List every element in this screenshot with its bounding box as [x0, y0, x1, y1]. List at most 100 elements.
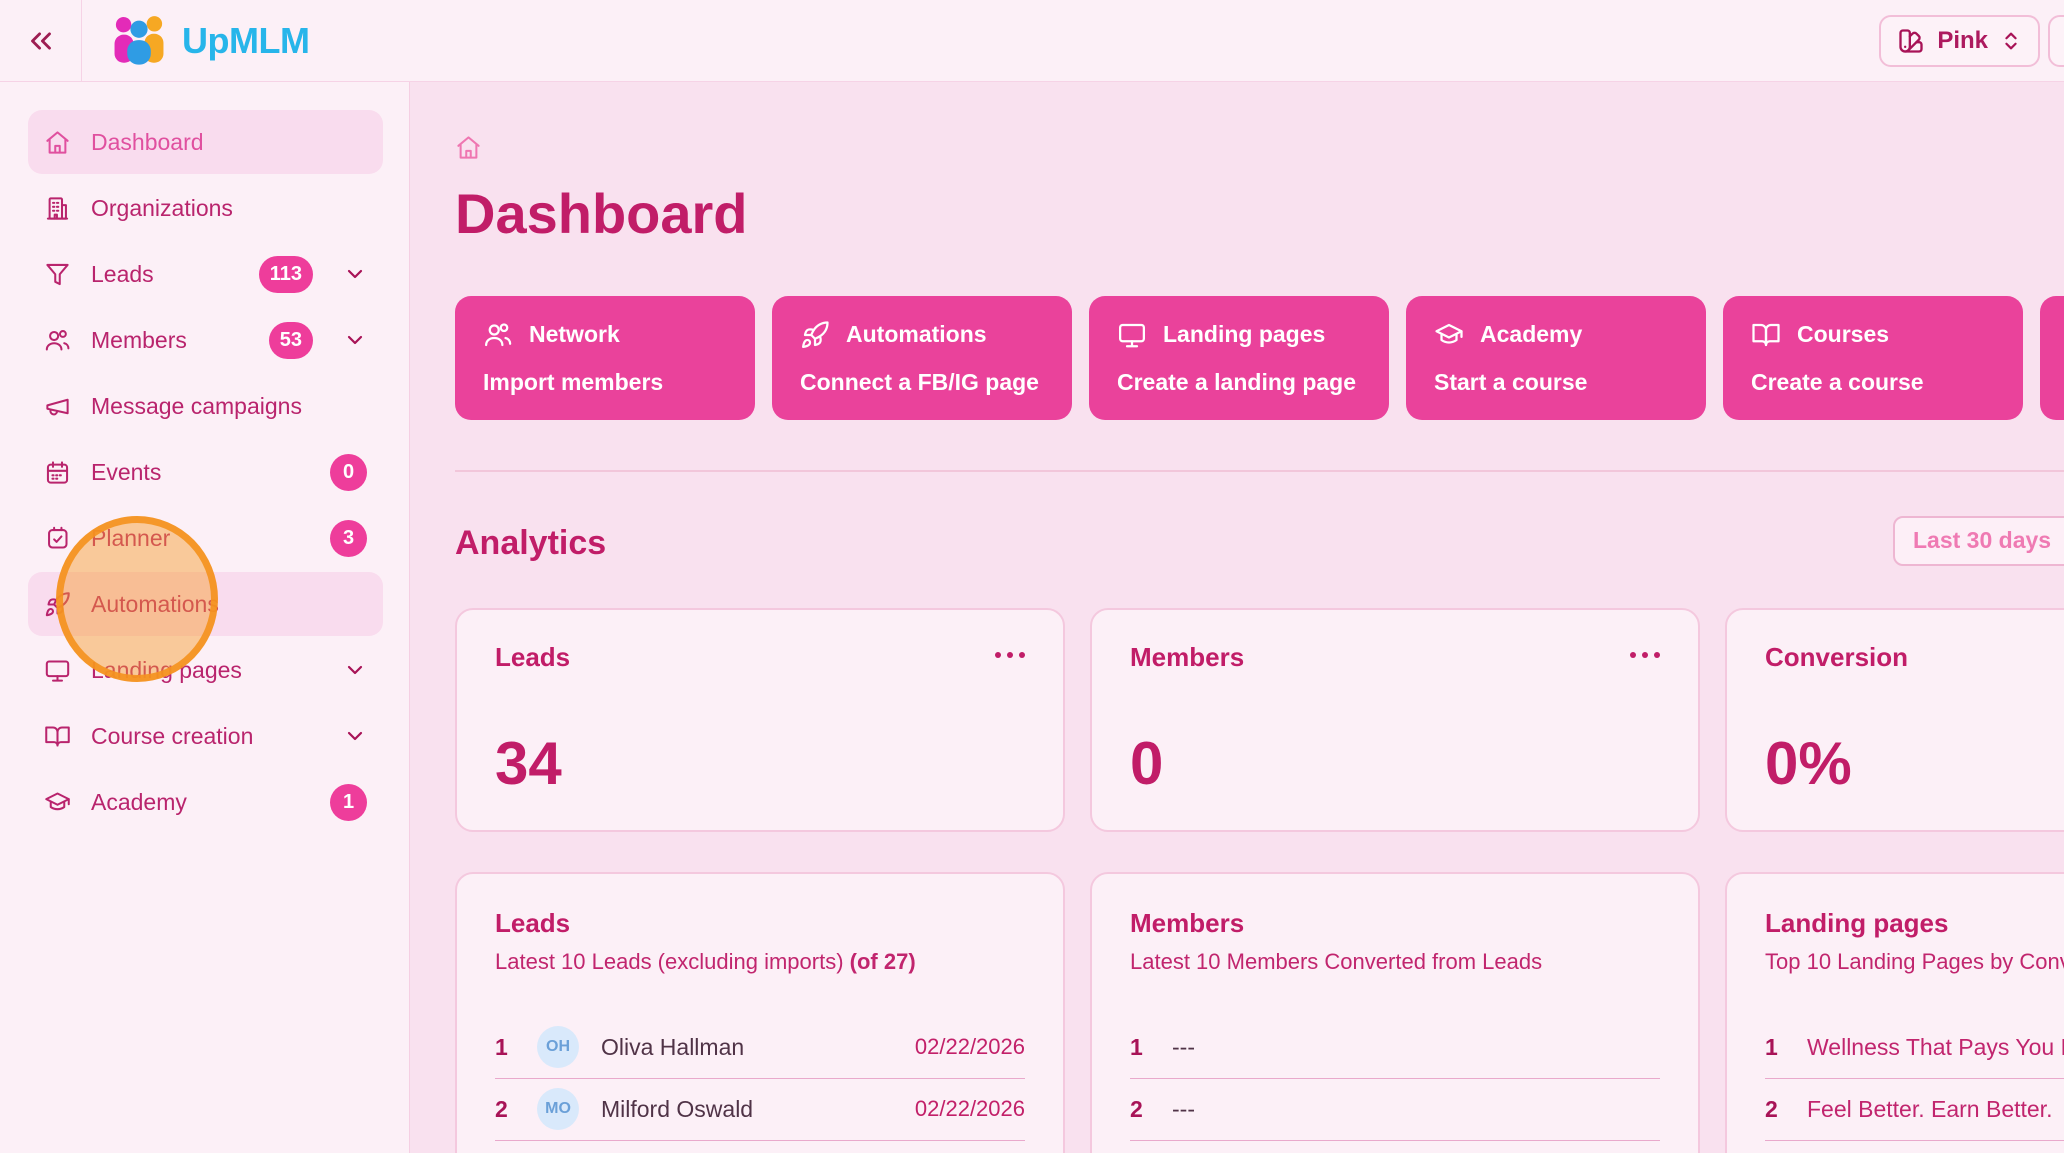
book-open-icon — [44, 723, 71, 750]
member-row[interactable]: 2 --- — [1130, 1079, 1660, 1141]
lead-date: 02/22/2026 — [914, 1034, 1025, 1060]
monitor-icon — [1117, 320, 1147, 350]
quick-action-courses[interactable]: Courses Create a course — [1723, 295, 2023, 420]
quick-action-partial[interactable]: C — [2040, 295, 2064, 420]
list-subtitle: Latest 10 Leads (excluding imports) (of … — [495, 948, 916, 974]
sidebar-item-events[interactable]: Events 0 — [28, 440, 383, 504]
row-rank: 2 — [495, 1095, 508, 1122]
row-rank: 2 — [1765, 1095, 1778, 1122]
swatch-book-icon — [1897, 27, 1925, 55]
quick-action-title: Network — [529, 321, 620, 348]
quick-action-automations[interactable]: Automations Connect a FB/IG page — [772, 295, 1072, 420]
avatar: MO — [537, 1088, 579, 1131]
stat-card-leads: Leads 34 — [455, 607, 1065, 832]
sidebar: Dashboard Organizations Leads 113 Member… — [0, 82, 410, 1153]
brand: UpMLM — [110, 12, 310, 70]
sidebar-item-label: Events — [91, 458, 162, 485]
users-icon — [483, 320, 513, 350]
quick-actions-row: Network Import members Automations Conne… — [455, 295, 2064, 420]
list-cards-row: Leads Latest 10 Leads (excluding imports… — [455, 871, 2064, 1153]
sidebar-item-landing-pages[interactable]: Landing pages — [28, 638, 383, 702]
date-range-label: Last 30 days — [1913, 527, 2052, 554]
quick-action-landing-pages[interactable]: Landing pages Create a landing page — [1089, 295, 1389, 420]
sidebar-item-label: Course creation — [91, 722, 254, 749]
sidebar-item-message-campaigns[interactable]: Message campaigns — [28, 374, 383, 438]
sidebar-item-label: Message campaigns — [91, 392, 302, 419]
quick-action-subtitle: Start a course — [1434, 368, 1588, 395]
landing-page-row[interactable]: 1 Wellness That Pays You Back — [1765, 1017, 2064, 1079]
sidebar-item-academy[interactable]: Academy 1 — [28, 770, 383, 834]
list-card-leads: Leads Latest 10 Leads (excluding imports… — [455, 871, 1065, 1153]
more-options-icon[interactable] — [995, 642, 1025, 668]
calendar-icon — [44, 459, 71, 486]
megaphone-icon — [44, 393, 71, 420]
chevrons-left-icon — [24, 24, 58, 58]
avatar: OH — [537, 1026, 579, 1069]
sidebar-item-label: Academy — [91, 788, 187, 815]
graduation-cap-icon — [1434, 320, 1464, 350]
more-options-icon[interactable] — [1630, 642, 1660, 668]
sidebar-item-label: Dashboard — [91, 128, 204, 155]
list-title: Landing pages — [1765, 907, 1949, 938]
list-card-landing-pages: Landing pages Top 10 Landing Pages by Co… — [1725, 871, 2064, 1153]
date-range-filter[interactable]: Last 30 days 01/2 — [1893, 515, 2064, 566]
quick-action-subtitle: Connect a FB/IG page — [800, 368, 1039, 395]
sidebar-item-label: Members — [91, 326, 187, 353]
quick-action-title: Academy — [1480, 321, 1583, 348]
analytics-heading: Analytics — [455, 524, 607, 563]
lead-row[interactable]: 1 OH Oliva Hallman 02/22/2026 — [495, 1017, 1025, 1079]
sidebar-item-label: Leads — [91, 260, 154, 287]
collapse-sidebar-button[interactable] — [0, 0, 82, 82]
chevrons-up-down-icon — [2000, 30, 2022, 52]
app-header: UpMLM Pink — [0, 0, 2064, 82]
section-divider — [455, 469, 2064, 472]
monitor-icon — [44, 657, 71, 684]
quick-action-title: Landing pages — [1163, 321, 1326, 348]
list-title: Leads — [495, 907, 571, 938]
row-rank: 2 — [1130, 1095, 1143, 1122]
chevron-down-icon — [343, 724, 367, 748]
quick-action-title: Automations — [846, 321, 987, 348]
row-rank: 1 — [1765, 1033, 1778, 1060]
list-subtitle: Top 10 Landing Pages by Convers — [1765, 948, 2064, 974]
list-card-members: Members Latest 10 Members Converted from… — [1090, 871, 1700, 1153]
partial-header-button[interactable] — [2048, 15, 2064, 67]
sidebar-item-members[interactable]: Members 53 — [28, 308, 383, 372]
sidebar-item-organizations[interactable]: Organizations — [28, 176, 383, 240]
landing-page-name: Feel Better. Earn Better. — [1807, 1095, 2053, 1122]
landing-page-row[interactable]: 2 Feel Better. Earn Better. — [1765, 1079, 2064, 1141]
stat-value: 0% — [1765, 729, 1852, 797]
list-subtitle: Latest 10 Members Converted from Leads — [1130, 948, 1543, 974]
sidebar-item-planner[interactable]: Planner 3 — [28, 506, 383, 570]
stat-title: Conversion — [1765, 641, 1909, 672]
quick-action-subtitle: Create a landing page — [1117, 368, 1357, 395]
members-count-badge: 53 — [268, 321, 313, 359]
users-icon — [44, 327, 71, 354]
member-row[interactable]: 1 --- — [1130, 1017, 1660, 1079]
lead-row[interactable]: 2 MO Milford Oswald 02/22/2026 — [495, 1079, 1025, 1141]
sidebar-item-dashboard[interactable]: Dashboard — [28, 110, 383, 174]
stat-title: Leads — [495, 641, 571, 672]
theme-selector-button[interactable]: Pink — [1879, 14, 2040, 67]
planner-count-badge: 3 — [330, 519, 367, 557]
theme-label: Pink — [1937, 26, 1988, 54]
rocket-icon — [44, 591, 71, 618]
member-name: --- — [1172, 1095, 1195, 1122]
main-content: Dashboard Network Import members Automat… — [410, 82, 2064, 1153]
sidebar-item-automations[interactable]: Automations — [28, 572, 383, 636]
sidebar-item-label: Organizations — [91, 194, 233, 221]
app-title: UpMLM — [182, 19, 310, 61]
graduation-cap-icon — [44, 789, 71, 816]
breadcrumb-home-icon[interactable] — [455, 134, 482, 161]
lead-name: Milford Oswald — [601, 1095, 754, 1122]
page-title: Dashboard — [455, 182, 748, 245]
quick-action-network[interactable]: Network Import members — [455, 295, 755, 420]
sidebar-item-leads[interactable]: Leads 113 — [28, 242, 383, 306]
rocket-icon — [800, 320, 830, 350]
sidebar-item-label: Landing pages — [91, 656, 242, 683]
stat-value: 34 — [495, 729, 562, 797]
home-icon — [44, 129, 71, 156]
sidebar-item-course-creation[interactable]: Course creation — [28, 704, 383, 768]
events-count-badge: 0 — [330, 453, 367, 491]
quick-action-academy[interactable]: Academy Start a course — [1406, 295, 1706, 420]
